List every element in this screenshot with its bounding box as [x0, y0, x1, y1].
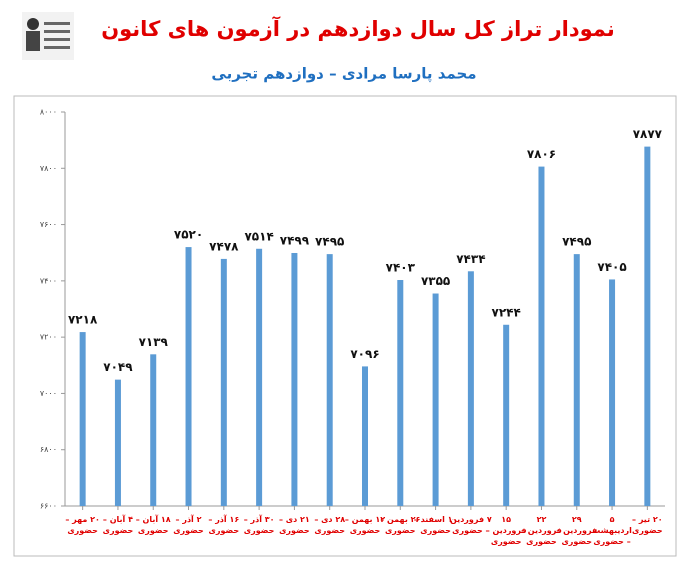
y-tick-label: ۸۰۰۰ [40, 108, 57, 117]
data-label: ۷۳۵۵ [421, 274, 450, 288]
x-tick-label: ۱۶ آذر – حضوری [208, 515, 240, 535]
bar [609, 279, 616, 506]
bar [644, 146, 651, 506]
chart-title: نمودار تراز کل سال دوازدهم در آزمون های … [101, 16, 615, 41]
data-label: ۷۰۹۶ [350, 347, 379, 361]
chart-subtitle: محمد پارسا مرادی – دوازدهم تجربی [211, 65, 476, 84]
bar [326, 254, 333, 506]
bar [538, 166, 545, 506]
logo [22, 12, 74, 60]
x-tick-label: ۷ فروردین – حضوری [449, 515, 492, 535]
data-label: ۷۴۹۵ [315, 235, 344, 249]
bar [503, 324, 510, 506]
x-tick-label: ۲۰ تیر – حضوری [632, 515, 663, 535]
bar [79, 332, 86, 506]
bar [256, 248, 263, 506]
y-tick-label: ۷۲۰۰ [40, 333, 57, 342]
data-label: ۷۴۹۵ [562, 235, 591, 249]
x-tick-label: ۱۵ فروردین – حضوری [485, 515, 527, 546]
data-label: ۷۸۰۶ [527, 147, 556, 161]
data-label: ۷۰۴۹ [103, 360, 133, 374]
bar [573, 254, 580, 506]
bar [114, 379, 121, 506]
data-label: ۷۵۱۴ [244, 229, 273, 243]
data-label: ۷۴۰۳ [386, 261, 416, 275]
chart-frame [13, 95, 677, 557]
x-tick-label: ۲۲ فروردین – حضوری [521, 515, 562, 546]
y-tick-label: ۷۴۰۰ [40, 276, 57, 285]
x-tick-label: ۲۰ مهر – حضوری [65, 515, 100, 535]
bar [362, 366, 368, 506]
x-tick-label: ۲۸ دی – حضوری [314, 515, 346, 535]
bar [185, 247, 192, 507]
bar [291, 252, 298, 506]
data-label: ۷۱۳۹ [139, 335, 169, 349]
x-tick-label: ۲ آذر – حضوری [173, 515, 204, 535]
x-tick-label: ۵ اردیبهشت – حضوری [592, 515, 632, 546]
x-tick-label: ۲۹ فروردین – حضوری [556, 515, 598, 546]
y-tick-label: ۷۰۰۰ [40, 389, 57, 398]
data-label: ۷۲۴۴ [492, 305, 521, 319]
bar [150, 354, 157, 506]
bar [220, 258, 227, 506]
x-tick-label: ۱۲ بهمن – حضوری [344, 515, 386, 535]
data-label: ۷۴۹۹ [280, 233, 310, 247]
y-tick-label: ۶۶۰۰ [40, 502, 57, 511]
y-tick-label: ۷۶۰۰ [40, 220, 57, 229]
data-label: ۷۵۲۰ [174, 228, 203, 242]
x-tick-label: ۳۰ آذر – حضوری [243, 515, 275, 535]
y-tick-label: ۷۸۰۰ [40, 164, 57, 173]
data-label: ۷۴۰۵ [597, 260, 626, 274]
data-label: ۷۴۳۴ [456, 252, 485, 266]
x-tick-label: ۲۱ دی – حضوری [279, 515, 310, 535]
x-tick-label: ۲۶ بهمن – حضوری [380, 515, 421, 535]
bar [467, 271, 474, 506]
y-tick-label: ۶۸۰۰ [40, 445, 57, 454]
bar [432, 293, 439, 506]
x-tick-label: ۴ آبان – حضوری [102, 515, 134, 535]
x-tick-label: ۱۸ آبان – حضوری [135, 515, 171, 535]
data-label: ۷۲۱۸ [68, 313, 98, 327]
x-tick-label: ۱۰ اسفند – حضوری [413, 515, 458, 535]
data-label: ۷۸۷۷ [633, 127, 663, 141]
bar [397, 280, 404, 506]
data-label: ۷۴۷۸ [209, 239, 239, 253]
